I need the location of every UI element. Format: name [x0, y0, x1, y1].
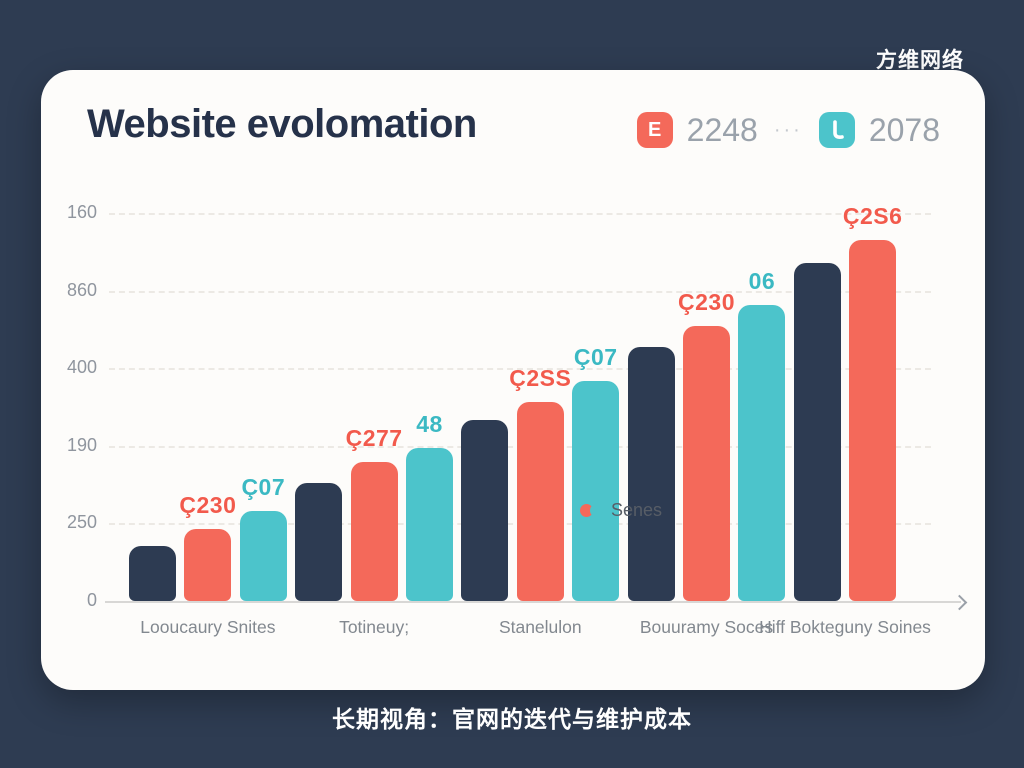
gridline	[109, 368, 931, 371]
y-tick-label: 160	[66, 202, 97, 222]
bar-orange	[849, 240, 897, 601]
x-axis-arrow-icon	[951, 594, 968, 611]
gridline	[109, 213, 931, 215]
page-caption: 长期视角：官网的迭代与维护成本	[332, 706, 692, 732]
legend-separator-dots: ···	[773, 118, 803, 141]
bar-navy	[793, 263, 841, 601]
bar-orange	[184, 528, 232, 601]
y-tick-label: 400	[66, 357, 97, 378]
category-label: Stanelulon	[498, 617, 582, 637]
bar-value-label: Ç07	[573, 344, 618, 371]
bar-teal	[738, 304, 786, 601]
gridline	[109, 290, 931, 293]
footer-legend-label: Senes	[610, 500, 663, 520]
bar-orange	[350, 462, 398, 601]
top-legend: E 2248 ··· 2078	[636, 110, 940, 150]
bar-value-label: Ç2SS	[509, 364, 572, 391]
category-label: Hiff Bokteguny Soines	[759, 617, 931, 637]
chart-title: Website evolomation	[87, 102, 477, 146]
bar-navy	[627, 346, 675, 601]
bar-teal	[239, 510, 287, 601]
bar-value-label: 48	[416, 411, 443, 438]
bar-value-label: Ç277	[345, 425, 403, 452]
bar-value-label: Ç230	[678, 288, 735, 315]
bar-value-label: Ç07	[241, 473, 286, 500]
down-hook-icon	[818, 112, 855, 148]
bar-value-label: 06	[748, 267, 776, 294]
category-label: Totineuy;	[339, 617, 410, 637]
bar-navy	[129, 545, 176, 601]
bar-teal	[406, 448, 453, 601]
bar-navy	[461, 420, 509, 601]
e-badge-icon: E	[636, 112, 673, 148]
footer-legend: Senes	[521, 500, 721, 521]
legend-value-teal: 2078	[868, 111, 940, 148]
category-label: Bouuramy Soces	[639, 617, 774, 637]
y-tick-label: 190	[66, 434, 97, 455]
teal-series-dot	[589, 504, 603, 517]
legend-value-orange: 2248	[686, 111, 758, 148]
x-axis-line	[105, 601, 961, 603]
down-hook-glyph	[833, 120, 844, 139]
category-label: Looucaury Snites	[140, 617, 276, 637]
y-tick-label: 250	[66, 512, 97, 533]
orange-series-dot	[579, 504, 593, 517]
series-dots-icon	[579, 504, 603, 517]
bar-value-label: Ç2S6	[842, 203, 903, 230]
bar-value-label: Ç230	[179, 491, 237, 518]
y-tick-label: 860	[66, 279, 97, 300]
bar-orange	[683, 325, 730, 601]
e-badge-letter: E	[647, 118, 662, 141]
bar-teal	[572, 381, 620, 601]
plot-area: 160 860 400 190 250 0 Ç230 Ç07 Looucaury Snites Ç…	[67, 202, 968, 637]
watermark-brand: 方维网络	[876, 49, 964, 72]
bar-navy	[295, 483, 343, 601]
chart-card: Website evolomation E 2248 ··· 2078 160 8…	[41, 70, 985, 690]
bar-orange	[516, 401, 564, 601]
y-tick-label: 0	[86, 590, 97, 610]
